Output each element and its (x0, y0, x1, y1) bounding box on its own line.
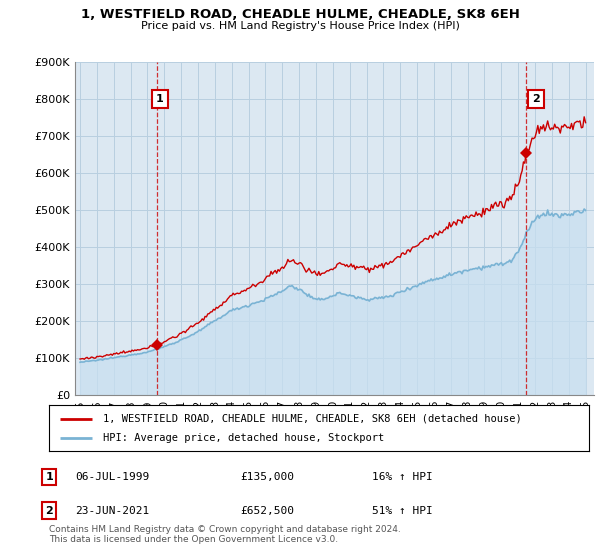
Text: 51% ↑ HPI: 51% ↑ HPI (372, 506, 433, 516)
Text: 2: 2 (532, 94, 540, 104)
Text: 23-JUN-2021: 23-JUN-2021 (75, 506, 149, 516)
Text: Price paid vs. HM Land Registry's House Price Index (HPI): Price paid vs. HM Land Registry's House … (140, 21, 460, 31)
Text: Contains HM Land Registry data © Crown copyright and database right 2024.
This d: Contains HM Land Registry data © Crown c… (49, 525, 401, 544)
Text: 16% ↑ HPI: 16% ↑ HPI (372, 472, 433, 482)
Text: 2: 2 (46, 506, 53, 516)
Text: 1: 1 (156, 94, 164, 104)
Text: 06-JUL-1999: 06-JUL-1999 (75, 472, 149, 482)
Text: 1: 1 (46, 472, 53, 482)
Text: £135,000: £135,000 (240, 472, 294, 482)
Text: 1, WESTFIELD ROAD, CHEADLE HULME, CHEADLE, SK8 6EH (detached house): 1, WESTFIELD ROAD, CHEADLE HULME, CHEADL… (103, 414, 522, 424)
Text: HPI: Average price, detached house, Stockport: HPI: Average price, detached house, Stoc… (103, 433, 385, 443)
Text: 1, WESTFIELD ROAD, CHEADLE HULME, CHEADLE, SK8 6EH: 1, WESTFIELD ROAD, CHEADLE HULME, CHEADL… (80, 8, 520, 21)
Text: £652,500: £652,500 (240, 506, 294, 516)
